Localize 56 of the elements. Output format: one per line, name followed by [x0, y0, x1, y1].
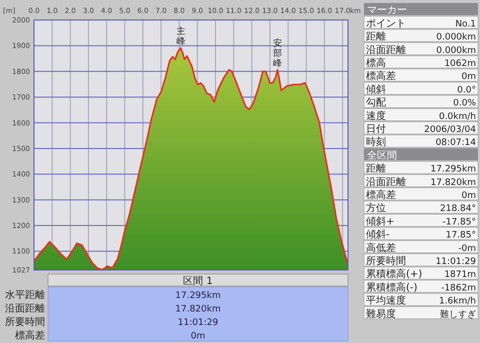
text: 1.6km/h — [438, 296, 476, 307]
text: 難しすぎ — [440, 308, 476, 320]
text: 0.000km — [436, 46, 476, 56]
text: 累積標高(+) — [366, 268, 422, 280]
text: -0m — [458, 244, 476, 254]
text: 所要時間 — [366, 255, 406, 267]
text: 1062m — [444, 59, 476, 69]
text: 0.0° — [457, 85, 476, 96]
text: 0m — [462, 72, 476, 82]
text: 0.0km/h — [438, 112, 476, 122]
text: 水平距離 — [5, 289, 45, 301]
text: 標高 — [366, 57, 386, 69]
text: 全区間 — [367, 149, 397, 162]
text: 所要時間 — [5, 316, 45, 328]
text: 累積標高(-) — [366, 281, 418, 294]
text: -17.85° — [442, 217, 476, 228]
text: 方位 — [366, 202, 386, 214]
text: 沿面距離 — [366, 176, 406, 188]
text: 日付 — [366, 124, 386, 135]
text: 17.295km — [430, 164, 476, 175]
text: 11:01:29 — [436, 257, 476, 267]
text: 1871m — [444, 270, 476, 280]
text: 沿面距離 — [5, 302, 45, 314]
text: 17.820km — [175, 304, 221, 314]
text: ポイント — [366, 18, 406, 30]
text: 傾斜 — [366, 83, 386, 96]
text: 区間 1 — [183, 276, 213, 287]
text: 距離 — [366, 30, 386, 43]
text: 11:01:29 — [178, 318, 218, 328]
text: 0m — [462, 191, 476, 201]
text: 沿面距離 — [366, 44, 406, 56]
text: No.1 — [455, 19, 476, 30]
text: 速度 — [366, 110, 386, 122]
text: 17.295km — [175, 291, 221, 301]
text: 高低差 — [366, 242, 396, 254]
text: 標高差 — [366, 70, 396, 82]
text: -1862m — [441, 283, 476, 294]
text: マーカー — [367, 5, 407, 16]
text: 0.000km — [436, 32, 476, 43]
text: 勾配 — [366, 96, 386, 109]
text: 17.85° — [446, 230, 476, 241]
text: 傾斜- — [366, 228, 390, 241]
text: 距離 — [366, 162, 386, 175]
text: 標高差 — [15, 330, 45, 342]
annotation: 主峰 — [176, 26, 186, 48]
text: 傾斜+ — [366, 215, 394, 228]
text: 2006/03/04 — [424, 125, 476, 135]
text: 08:07:14 — [436, 138, 476, 148]
text: 平均速度 — [366, 294, 406, 307]
text: 218.84° — [440, 204, 476, 214]
text: 標高差 — [366, 189, 396, 201]
text: 17.820km — [430, 178, 476, 188]
text: 0m — [190, 332, 206, 342]
text: 0.0% — [453, 98, 476, 109]
text: 時刻 — [366, 136, 386, 148]
text: 難易度 — [366, 308, 396, 320]
